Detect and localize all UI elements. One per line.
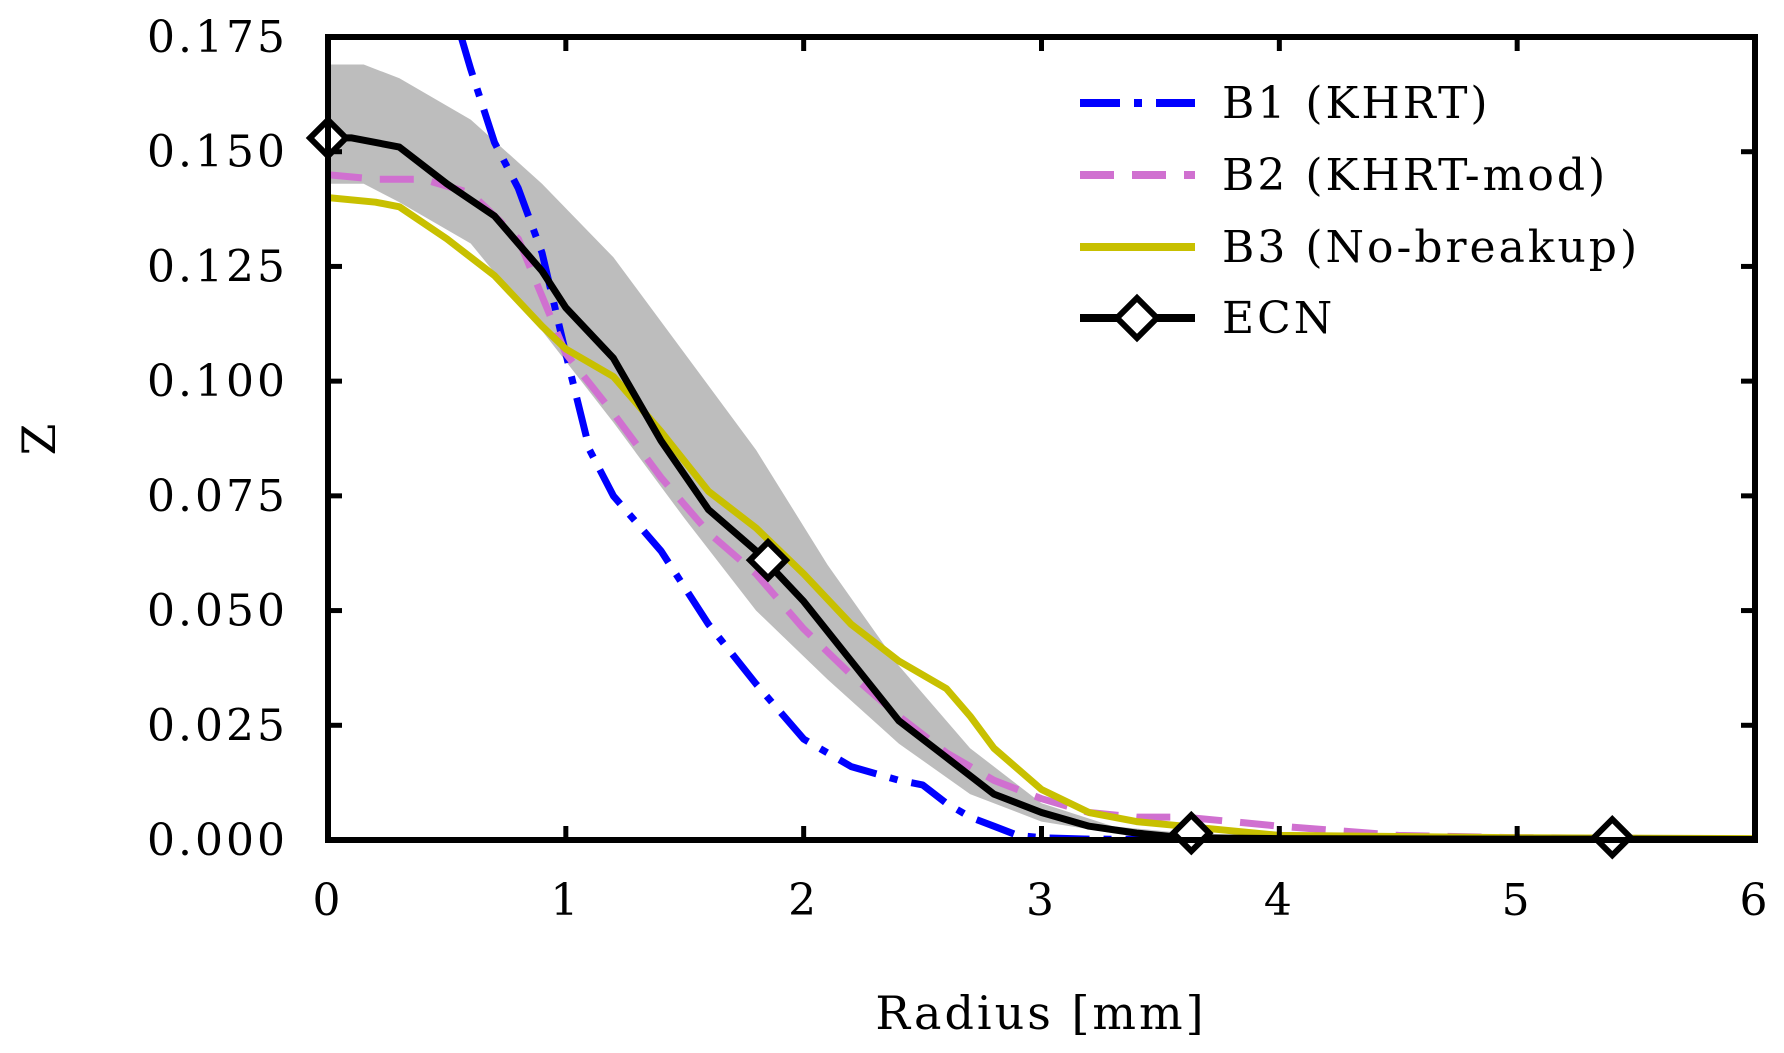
x-tick-label: 0 [313, 875, 344, 926]
x-tick-label: 5 [1502, 875, 1533, 926]
y-tick-label: 0.150 [147, 127, 288, 178]
series-line-b1-khrt [457, 37, 1161, 840]
x-tick-label: 3 [1026, 875, 1057, 926]
y-tick-label: 0.025 [147, 700, 288, 751]
legend-entry-b1-khrt: B1 (KHRT) [1080, 78, 1491, 129]
legend-entry-ecn: ECN [1080, 293, 1335, 344]
legend: B1 (KHRT) B2 (KHRT-mod) B3 (No-breakup) ECN [1080, 78, 1640, 344]
y-tick-label: 0.125 [147, 241, 288, 292]
x-tick-label: 4 [1264, 875, 1295, 926]
y-tick-label: 0.050 [147, 586, 288, 637]
y-tick-label: 0.075 [147, 471, 288, 522]
x-tick-label: 6 [1740, 875, 1771, 926]
x-tick-label: 1 [550, 875, 581, 926]
legend-marker-icon [1112, 293, 1162, 343]
legend-entry-b2-khrt-mod: B2 (KHRT-mod) [1080, 150, 1608, 201]
y-tick-label: 0.100 [147, 356, 288, 407]
y-tick-labels: 0.000 0.025 0.050 0.075 0.100 0.125 0.150 0.175 [147, 12, 288, 866]
legend-label: B1 (KHRT) [1222, 78, 1491, 129]
uncertainty-band [328, 64, 1755, 840]
legend-entry-b3-no-breakup: B3 (No-breakup) [1080, 222, 1640, 273]
ecn-marker [745, 537, 791, 583]
x-tick-labels: 0 1 2 3 4 5 6 [313, 875, 1771, 926]
y-tick-label: 0.175 [147, 12, 288, 63]
legend-label: ECN [1222, 293, 1335, 344]
axis-ticks [325, 34, 1758, 843]
ecn-uncertainty-band [328, 64, 1755, 840]
legend-label: B2 (KHRT-mod) [1222, 150, 1608, 201]
x-tick-label: 2 [788, 875, 819, 926]
x-axis-title: Radius [mm] [875, 986, 1206, 1040]
y-tick-label: 0.000 [147, 815, 288, 866]
y-axis-title: Z [12, 421, 66, 456]
legend-label: B3 (No-breakup) [1222, 222, 1640, 273]
